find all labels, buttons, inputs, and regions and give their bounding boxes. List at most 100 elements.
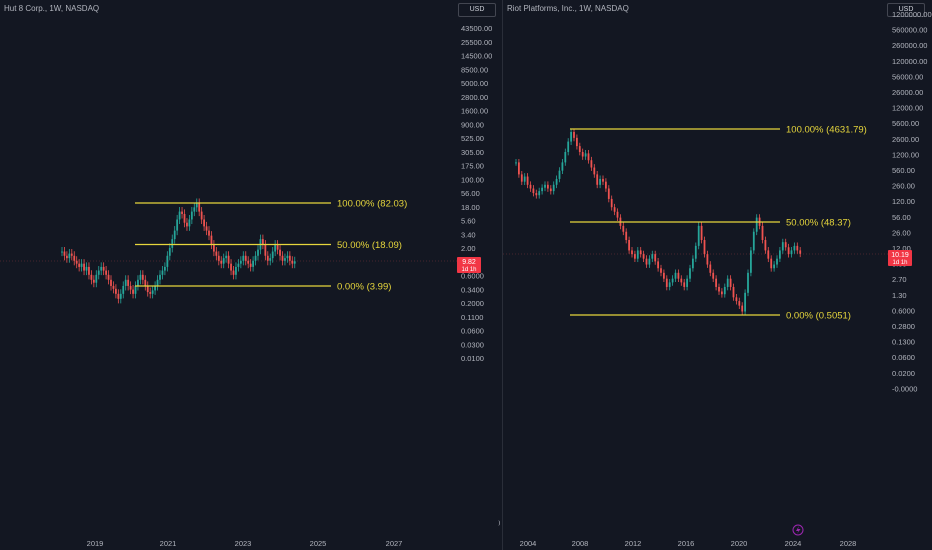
y-axis-tick-label: -0.0000 xyxy=(892,384,917,393)
chart-canvas-riot[interactable]: 1200000.00 560000.00 260000.00 120000.00 560… xyxy=(503,0,932,550)
candle-body xyxy=(232,270,235,275)
y-axis-tick-label: 1.30 xyxy=(892,291,907,300)
candle-body xyxy=(776,258,778,265)
y-axis-tick-label: 560.00 xyxy=(892,166,915,175)
candle-body xyxy=(73,255,76,261)
y-axis-tick-label: 25500.00 xyxy=(461,38,492,47)
candle-body xyxy=(526,176,529,185)
candle-body xyxy=(264,244,267,256)
candle-body xyxy=(80,263,83,267)
candle-body xyxy=(674,272,677,279)
candle-body xyxy=(244,255,247,261)
candle-body xyxy=(227,255,230,264)
candle-body xyxy=(208,230,210,236)
candle-body xyxy=(124,279,127,286)
candle-body xyxy=(134,285,137,294)
currency-button[interactable]: USD xyxy=(458,3,496,17)
candle-body xyxy=(538,191,541,196)
x-axis-tick-label: 2008 xyxy=(572,539,589,548)
candle-body xyxy=(738,301,741,306)
candle-body xyxy=(564,151,567,163)
candle-body xyxy=(535,193,538,196)
candle-body xyxy=(274,244,277,252)
candle-body xyxy=(215,251,218,256)
candle-body xyxy=(200,211,203,220)
fib-level-label: 0.00% (3.99) xyxy=(337,282,391,293)
candle-body xyxy=(68,253,71,259)
last-price-value: 10.19 xyxy=(891,252,909,259)
scroll-handle-icon[interactable]: ⁾ xyxy=(498,520,501,531)
x-axis-tick-label: 2027 xyxy=(386,539,403,548)
y-axis-tick-label: 12.00 xyxy=(892,244,911,253)
candle-body xyxy=(166,255,169,267)
candle-body xyxy=(561,162,564,171)
candle-body xyxy=(288,255,291,261)
fib-level-label: 100.00% (4631.79) xyxy=(786,125,867,136)
candle-body xyxy=(90,274,93,280)
candle-body xyxy=(671,278,674,283)
candle-body xyxy=(523,176,526,182)
candle-body xyxy=(578,146,581,152)
y-axis-tick-label: 5600.00 xyxy=(892,119,919,128)
candle-body xyxy=(799,250,802,254)
y-axis-tick-label: 12000.00 xyxy=(892,104,923,113)
candle-body xyxy=(183,213,186,223)
candle-body xyxy=(146,285,149,293)
candle-body xyxy=(547,184,549,189)
x-axis-tick-label: 2004 xyxy=(520,539,537,548)
candle-body xyxy=(161,270,164,275)
candle-body xyxy=(744,292,746,312)
chart-pane-riot[interactable]: Riot Platforms, Inc., 1W, NASDAQ USD 120… xyxy=(503,0,932,550)
candle-body xyxy=(645,258,648,265)
candle-body xyxy=(596,174,599,185)
candle-body xyxy=(677,272,680,279)
candle-body xyxy=(648,258,651,265)
chart-canvas-hut8[interactable]: 43500.00 25500.00 14500.00 8500.00 5000.00 28… xyxy=(0,0,503,550)
candle-body xyxy=(576,137,578,147)
candle-body xyxy=(70,253,73,256)
candle-body xyxy=(178,211,181,220)
candle-body xyxy=(252,260,254,267)
candle-body xyxy=(127,279,130,286)
candle-body xyxy=(230,263,232,271)
y-axis-tick-label: 0.1100 xyxy=(461,313,483,322)
candle-body xyxy=(779,250,781,259)
y-axis-tick-label: 14500.00 xyxy=(461,52,492,61)
candle-body xyxy=(631,250,633,255)
y-axis-tick-label: 0.6000 xyxy=(461,272,484,281)
x-axis-tick-label: 2021 xyxy=(160,539,177,548)
candle-body xyxy=(222,258,225,264)
pane-divider[interactable] xyxy=(502,0,503,550)
candle-body xyxy=(706,254,709,265)
candle-body xyxy=(651,254,654,259)
candle-body xyxy=(686,278,688,287)
candle-body xyxy=(122,285,125,294)
chart-pane-hut8[interactable]: Hut 8 Corp., 1W, NASDAQ USD 43500.00 2550… xyxy=(0,0,503,550)
currency-button[interactable]: USD xyxy=(887,3,925,17)
candle-body xyxy=(628,240,630,251)
candle-body xyxy=(257,249,259,256)
candle-body xyxy=(735,297,738,302)
candle-body xyxy=(593,167,596,175)
candle-body xyxy=(721,291,723,295)
candle-body xyxy=(529,184,532,189)
candle-body xyxy=(225,255,228,259)
y-axis-tick-label: 2.00 xyxy=(461,244,476,253)
candle-body xyxy=(139,274,142,280)
y-axis-tick-label: 2600.00 xyxy=(892,135,919,144)
candle-body xyxy=(729,278,732,287)
candle-body xyxy=(715,278,717,287)
candle-body xyxy=(100,266,103,271)
candle-body xyxy=(796,245,799,251)
candle-body xyxy=(168,247,171,256)
y-axis-tick-label: 0.3400 xyxy=(461,285,484,294)
y-axis-tick-label: 175.00 xyxy=(461,162,484,171)
bar-countdown: 1d 1h xyxy=(892,260,907,266)
fib-level-label: 0.00% (0.5051) xyxy=(786,311,851,322)
bar-countdown: 1d 1h xyxy=(461,267,476,273)
candle-body xyxy=(276,244,279,250)
candle-body xyxy=(266,255,269,261)
candle-body xyxy=(269,258,272,261)
lightning-icon[interactable] xyxy=(792,524,804,536)
candle-body xyxy=(237,263,240,267)
